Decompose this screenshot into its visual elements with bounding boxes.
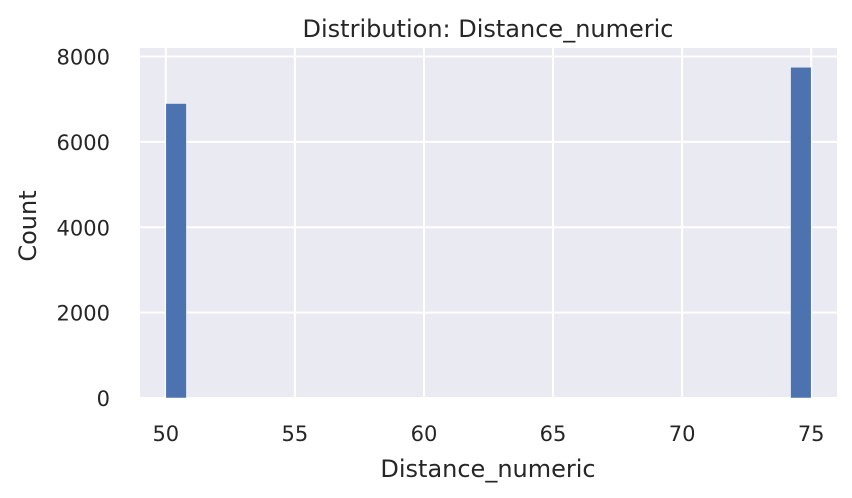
x-tick-label: 70 xyxy=(669,422,696,446)
y-tick-label: 8000 xyxy=(57,46,110,70)
x-tick-labels: 50 55 60 65 70 75 xyxy=(152,422,824,446)
chart-title: Distribution: Distance_numeric xyxy=(303,15,674,43)
y-tick-label: 4000 xyxy=(57,216,110,240)
x-axis-label: Distance_numeric xyxy=(380,455,595,483)
histogram-bar xyxy=(790,66,812,399)
x-tick-label: 55 xyxy=(282,422,309,446)
histogram-bar xyxy=(165,103,187,399)
y-tick-label: 6000 xyxy=(57,131,110,155)
x-tick-label: 75 xyxy=(798,422,825,446)
x-tick-label: 65 xyxy=(540,422,567,446)
histogram-bars xyxy=(165,66,812,399)
x-tick-label: 50 xyxy=(152,422,179,446)
y-tick-label: 0 xyxy=(97,387,110,411)
y-axis-label: Count xyxy=(14,190,42,261)
x-tick-label: 60 xyxy=(411,422,438,446)
plot-area xyxy=(140,48,837,398)
y-tick-labels: 0 2000 4000 6000 8000 xyxy=(57,46,110,411)
y-tick-label: 2000 xyxy=(57,302,110,326)
